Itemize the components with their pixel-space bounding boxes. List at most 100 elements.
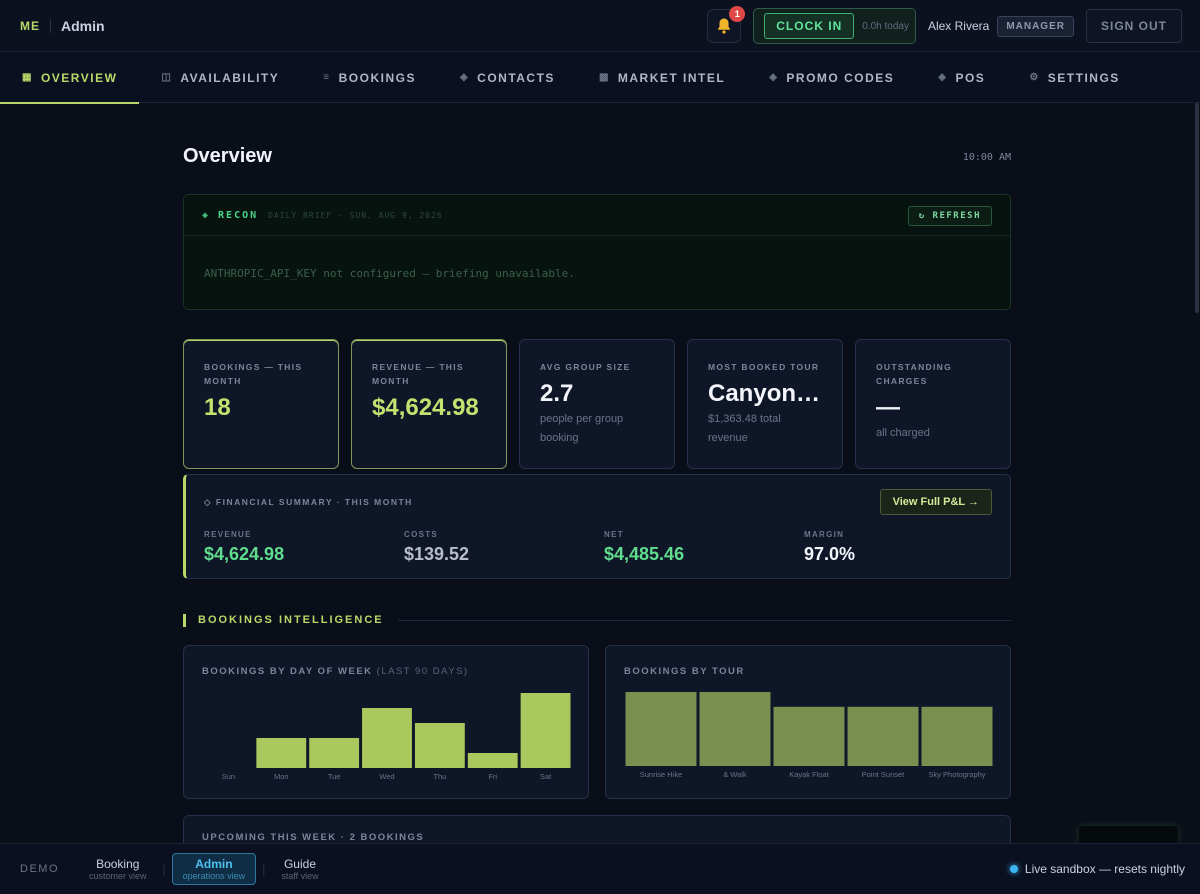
demo-footer: DEMO Booking customer view | Admin opera… [0, 843, 1200, 894]
tab-market-intel[interactable]: ▩ MARKET INTEL [577, 52, 747, 103]
chart-bar[interactable] [362, 708, 412, 768]
tab-overview[interactable]: ▦ OVERVIEW [0, 52, 140, 104]
chart-tick-label: Sun [222, 772, 235, 781]
kpi-label: OUTSTANDING CHARGES [876, 362, 952, 386]
recon-header: ◈ RECON DAILY BRIEF · SUN, AUG 9, 2026 [184, 195, 1010, 236]
chart-bar[interactable] [847, 706, 919, 766]
floating-widget[interactable] [1079, 826, 1178, 844]
chart-tick-label: Point Sunset [862, 770, 905, 779]
sandbox-status: Live sandbox — resets nightly [1009, 862, 1185, 876]
tab-availability[interactable]: ◫ AVAILABILITY [139, 52, 301, 103]
view-pl-button[interactable]: View Full P&L → [879, 489, 992, 515]
chart-tick-label: Sat [540, 772, 552, 781]
financial-title: ◇ FINANCIAL SUMMARY · THIS MONTH [204, 497, 413, 507]
tab-label: BOOKINGS [338, 70, 416, 85]
kpi-sub: all charged [876, 427, 930, 439]
scrollbar-track[interactable] [1194, 103, 1200, 843]
demo-button-sub: customer view [89, 871, 147, 881]
chart-tick-label: Sunrise Hike [640, 770, 683, 779]
hours-today: 0.0h today [862, 20, 909, 32]
demo-admin-button[interactable]: Admin operations view [171, 853, 257, 885]
chart-bar[interactable] [467, 753, 518, 768]
chart-bar[interactable] [520, 693, 571, 768]
tab-bookings[interactable]: ≡ BOOKINGS [301, 52, 438, 103]
brand[interactable]: ME Admin [0, 18, 105, 34]
kpi-label: BOOKINGS — THIS MONTH [204, 362, 303, 386]
diamond-icon: ◈ [938, 72, 948, 83]
day-of-week-chart: Sun Mon Tue Wed Thu Fri Sat [222, 693, 571, 781]
notifications-button[interactable]: 1 [707, 6, 746, 43]
tab-settings[interactable]: ⚙ SETTINGS [1007, 52, 1141, 103]
kpi-value: — [876, 394, 900, 421]
kpi-outstanding-card: OUTSTANDING CHARGES — all charged [855, 339, 1011, 469]
bell-icon [718, 18, 731, 34]
sandbox-text: Live sandbox — resets nightly [1024, 862, 1185, 876]
kpi-sub: $1,363.48 total revenue [708, 413, 781, 444]
kpi-label: AVG GROUP SIZE [540, 362, 631, 372]
chart-bar[interactable] [921, 706, 993, 766]
fin-value: 97.0% [804, 544, 856, 564]
day-of-week-chart-card: Sun Mon Tue Wed Thu Fri Sat BOOKINGS BY DAY OF… [183, 645, 589, 799]
tab-contacts[interactable]: ◈ CONTACTS [438, 52, 577, 103]
recon-panel: ◈ RECON DAILY BRIEF · SUN, AUG 9, 2026 ↻… [183, 194, 1011, 310]
demo-booking-button[interactable]: Booking customer view [79, 854, 157, 884]
role-badge: MANAGER [997, 15, 1074, 37]
chart-bar[interactable] [625, 692, 697, 766]
fin-revenue: REVENUE $4,624.98 [204, 530, 284, 565]
demo-label: DEMO [20, 863, 59, 875]
notification-badge: 1 [729, 6, 746, 22]
kpi-group-size-card: AVG GROUP SIZE 2.7 people per group book… [519, 339, 675, 469]
diamond-icon: ◈ [459, 72, 470, 83]
brand-name: Admin [61, 17, 105, 34]
top-bar: ME Admin 1 CLOCK IN 0.0h today Alex Rive… [0, 0, 1200, 52]
section-accent [183, 613, 186, 627]
section-divider [397, 619, 1011, 621]
scrollbar-thumb[interactable] [1195, 103, 1199, 313]
clock-in-button[interactable]: CLOCK IN [764, 13, 855, 39]
page-title: Overview [183, 145, 272, 167]
chart-tick-label: & Walk [723, 770, 747, 779]
tab-label: AVAILABILITY [180, 70, 280, 85]
tag-icon: ◈ [769, 72, 779, 83]
refresh-button[interactable]: ↻ REFRESH [907, 206, 992, 226]
chart-bar[interactable] [699, 692, 771, 766]
sign-out-button[interactable]: SIGN OUT [1085, 9, 1182, 43]
tab-label: POS [955, 70, 986, 85]
kpi-bookings-card: BOOKINGS — THIS MONTH 18 [183, 339, 339, 469]
section-title: BOOKINGS INTELLIGENCE [198, 614, 384, 626]
chart-bar[interactable] [256, 738, 307, 768]
fin-label: COSTS [404, 530, 439, 539]
chart-tick-label: Thu [433, 772, 446, 781]
chart-tick-label: Sky Photography [928, 770, 985, 779]
tab-pos[interactable]: ◈ POS [916, 52, 1007, 103]
top-actions: 1 CLOCK IN 0.0h today Alex Rivera MANAGE… [707, 6, 1182, 44]
tab-label: OVERVIEW [40, 70, 118, 85]
chart-bar[interactable] [773, 706, 845, 766]
recon-subtitle: DAILY BRIEF · SUN, AUG 9, 2026 [268, 210, 443, 220]
fin-value: $4,624.98 [204, 544, 285, 564]
chart-tick-label: Tue [328, 772, 341, 781]
brand-logo: ME [20, 18, 40, 33]
chart-tick-label: Fri [488, 772, 497, 781]
demo-guide-button[interactable]: Guide staff view [271, 854, 328, 884]
chart-bar[interactable] [414, 723, 465, 768]
kpi-row: BOOKINGS — THIS MONTH 18 REVENUE — THIS … [183, 339, 1011, 469]
fin-margin: MARGIN 97.0% [804, 530, 855, 565]
tab-promo-codes[interactable]: ◈ PROMO CODES [747, 52, 916, 103]
demo-button-title: Booking [96, 857, 140, 871]
brand-divider [50, 18, 51, 33]
fin-net: NET $4,485.46 [604, 530, 684, 565]
section-header: BOOKINGS INTELLIGENCE [183, 613, 1011, 627]
chart-tick-label: Mon [274, 772, 289, 781]
list-icon: ≡ [323, 72, 331, 83]
fin-value: $139.52 [404, 544, 470, 564]
demo-button-title: Admin [195, 857, 233, 871]
tour-chart-card: Sunrise Hike & Walk Kayak Float Point Sunse… [605, 645, 1011, 799]
financial-summary: ◇ FINANCIAL SUMMARY · THIS MONTH View Fu… [183, 474, 1011, 579]
demo-separator: | [162, 862, 166, 876]
kpi-revenue-card: REVENUE — THIS MONTH $4,624.98 [351, 339, 507, 469]
kpi-value: Canyonla... [708, 380, 822, 407]
square-icon: ▩ [598, 72, 610, 83]
chart-bar[interactable] [309, 738, 360, 768]
kpi-label: REVENUE — THIS MONTH [372, 362, 464, 386]
